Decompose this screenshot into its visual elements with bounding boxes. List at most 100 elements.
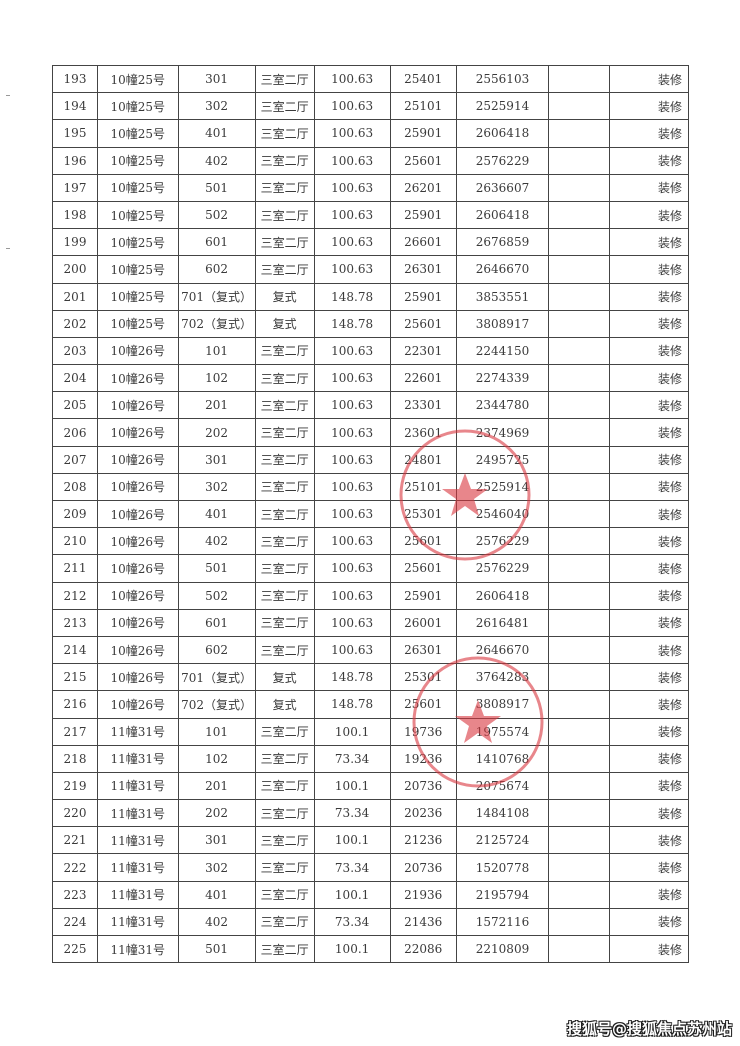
remark-cell — [548, 282, 610, 311]
building-cell: 10幢25号 — [97, 92, 179, 121]
layout-cell: 三室二厅 — [254, 826, 315, 855]
unit-price-cell: 26301 — [389, 255, 457, 284]
unit-price-cell: 21236 — [389, 826, 457, 855]
area-cell: 100.63 — [313, 581, 391, 610]
unit-price-cell: 25901 — [389, 581, 457, 610]
decoration-cell: 装修 — [608, 690, 690, 719]
unit-price-cell: 23601 — [389, 418, 457, 447]
room-cell: 101 — [177, 336, 256, 366]
unit-price-cell: 26301 — [389, 635, 457, 665]
table-row: 207 10幢26号 301 三室二厅 100.63 24801 2495725 装修 — [52, 445, 690, 474]
unit-price-cell: 25901 — [389, 282, 457, 311]
decoration-cell: 装修 — [608, 608, 690, 637]
building-cell: 10幢25号 — [97, 173, 179, 202]
building-cell: 11幢31号 — [97, 771, 179, 801]
table-row: 214 10幢26号 602 三室二厅 100.63 26301 2646670 装修 — [52, 635, 690, 665]
decoration-cell: 装修 — [608, 228, 690, 257]
room-cell: 202 — [177, 418, 256, 447]
decoration-cell: 装修 — [608, 853, 690, 882]
table-row: 197 10幢25号 501 三室二厅 100.63 26201 2636607 装修 — [52, 173, 690, 202]
total-price-cell: 3808917 — [455, 309, 550, 338]
remark-cell — [548, 391, 610, 420]
room-cell: 102 — [177, 364, 256, 393]
decoration-cell: 装修 — [608, 200, 690, 230]
unit-price-cell: 25401 — [389, 64, 457, 94]
building-cell: 10幢25号 — [97, 146, 179, 175]
total-price-cell: 2576229 — [455, 146, 550, 175]
room-cell: 702（复式） — [177, 309, 256, 338]
table-row: 194 10幢25号 302 三室二厅 100.63 25101 2525914 装修 — [52, 92, 690, 121]
room-cell: 401 — [177, 880, 256, 909]
table-row: 208 10幢26号 302 三室二厅 100.63 25101 2525914 装修 — [52, 472, 690, 502]
remark-cell — [548, 608, 610, 637]
table-row: 200 10幢25号 602 三室二厅 100.63 26301 2646670 装修 — [52, 255, 690, 284]
total-price-cell: 2636607 — [455, 173, 550, 202]
building-cell: 10幢25号 — [97, 255, 179, 284]
room-cell: 502 — [177, 200, 256, 230]
layout-cell: 三室二厅 — [254, 336, 315, 366]
decoration-cell: 装修 — [608, 826, 690, 855]
building-cell: 11幢31号 — [97, 880, 179, 909]
row-number-cell: 221 — [52, 826, 98, 855]
table-row: 216 10幢26号 702（复式） 复式 148.78 25601 3808917 装修 — [52, 690, 690, 719]
layout-cell: 三室二厅 — [254, 744, 315, 773]
remark-cell — [548, 853, 610, 882]
building-cell: 11幢31号 — [97, 744, 179, 773]
unit-price-cell: 23301 — [389, 391, 457, 420]
room-cell: 702（复式） — [177, 690, 256, 719]
decoration-cell: 装修 — [608, 64, 690, 94]
layout-cell: 三室二厅 — [254, 771, 315, 801]
layout-cell: 复式 — [254, 282, 315, 311]
total-price-cell: 2374969 — [455, 418, 550, 447]
area-cell: 100.63 — [313, 200, 391, 230]
unit-price-cell: 20736 — [389, 771, 457, 801]
total-price-cell: 2646670 — [455, 635, 550, 665]
room-cell: 502 — [177, 581, 256, 610]
total-price-cell: 1520778 — [455, 853, 550, 882]
total-price-cell: 2676859 — [455, 228, 550, 257]
total-price-cell: 2210809 — [455, 934, 550, 964]
unit-price-cell: 25601 — [389, 309, 457, 338]
table-row: 224 11幢31号 402 三室二厅 73.34 21436 1572116 装修 — [52, 907, 690, 937]
remark-cell — [548, 581, 610, 610]
row-number-cell: 214 — [52, 635, 98, 665]
building-cell: 11幢31号 — [97, 934, 179, 964]
layout-cell: 三室二厅 — [254, 228, 315, 257]
area-cell: 100.63 — [313, 472, 391, 502]
room-cell: 602 — [177, 635, 256, 665]
row-number-cell: 203 — [52, 336, 98, 366]
room-cell: 601 — [177, 228, 256, 257]
total-price-cell: 2525914 — [455, 472, 550, 502]
building-cell: 10幢25号 — [97, 282, 179, 311]
remark-cell — [548, 309, 610, 338]
decoration-cell: 装修 — [608, 771, 690, 801]
building-cell: 10幢26号 — [97, 581, 179, 610]
building-cell: 10幢26号 — [97, 418, 179, 447]
building-cell: 11幢31号 — [97, 717, 179, 746]
unit-price-cell: 25601 — [389, 527, 457, 556]
building-cell: 10幢26号 — [97, 445, 179, 474]
table-row: 222 11幢31号 302 三室二厅 73.34 20736 1520778 装修 — [52, 853, 690, 882]
row-number-cell: 213 — [52, 608, 98, 637]
unit-price-cell: 22301 — [389, 336, 457, 366]
row-number-cell: 217 — [52, 717, 98, 746]
layout-cell: 三室二厅 — [254, 445, 315, 474]
unit-price-cell: 21936 — [389, 880, 457, 909]
unit-price-cell: 25101 — [389, 472, 457, 502]
row-number-cell: 201 — [52, 282, 98, 311]
room-cell: 501 — [177, 934, 256, 964]
area-cell: 100.63 — [313, 119, 391, 148]
room-cell: 202 — [177, 799, 256, 828]
decoration-cell: 装修 — [608, 635, 690, 665]
total-price-cell: 2606418 — [455, 119, 550, 148]
unit-price-cell: 21436 — [389, 907, 457, 937]
table-row: 205 10幢26号 201 三室二厅 100.63 23301 2344780 装修 — [52, 391, 690, 420]
remark-cell — [548, 771, 610, 801]
building-cell: 11幢31号 — [97, 907, 179, 937]
unit-price-cell: 25601 — [389, 554, 457, 583]
row-number-cell: 207 — [52, 445, 98, 474]
area-cell: 100.63 — [313, 173, 391, 202]
room-cell: 401 — [177, 119, 256, 148]
area-cell: 100.63 — [313, 64, 391, 94]
area-cell: 100.63 — [313, 255, 391, 284]
